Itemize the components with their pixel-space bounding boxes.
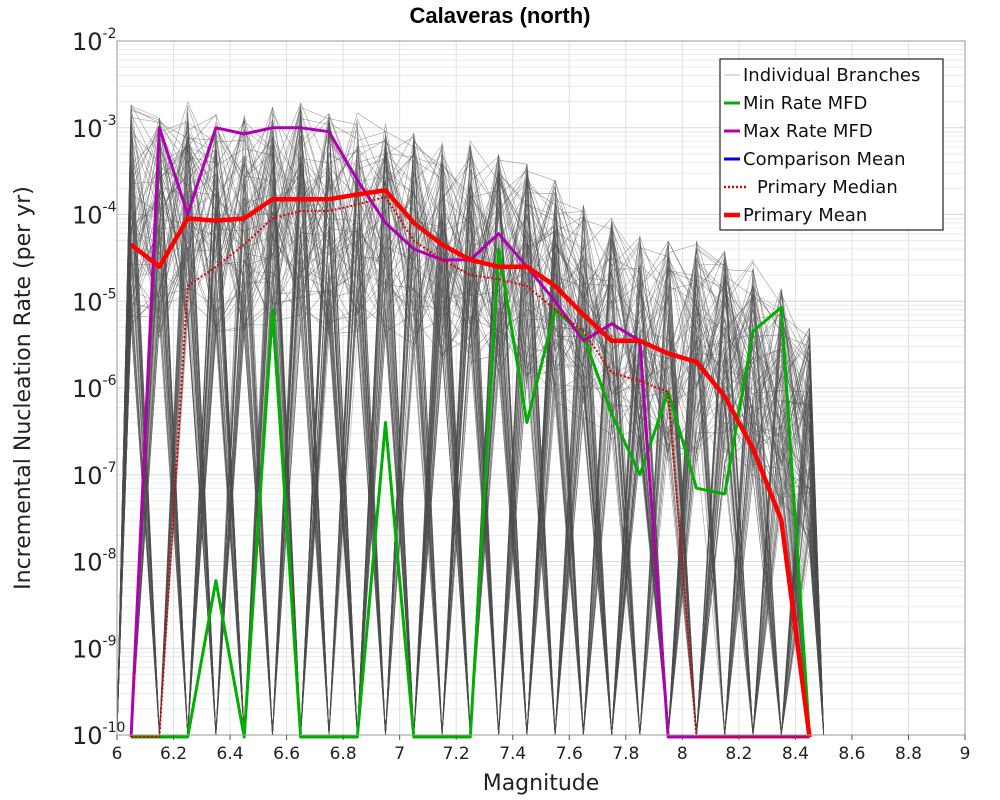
y-tick-label: 10-2 xyxy=(72,26,117,56)
legend-label: Max Rate MFD xyxy=(743,121,873,142)
x-axis-label: Magnitude xyxy=(483,771,600,796)
y-tick-label: 10-8 xyxy=(72,547,117,577)
branch-line xyxy=(117,121,824,736)
series-line-primary-median xyxy=(131,195,810,738)
y-axis-label: Incremental Nucleation Rate (per yr) xyxy=(11,186,36,590)
series-line-min-rate-mfd xyxy=(131,247,811,739)
x-tick-label: 9 xyxy=(960,744,971,764)
y-tick-label: 10-5 xyxy=(72,286,117,316)
x-axis-ticks: 6 6.2 6.4 6.6 6.8 7 7.2 7.4 7.6 7.8 8 8.2 8.4 8.6 8.8 9 xyxy=(112,735,971,764)
x-tick-label: 6.6 xyxy=(273,744,300,764)
y-tick-label: 10-6 xyxy=(72,373,117,403)
branch-line xyxy=(116,118,824,736)
y-tick-label: 10-7 xyxy=(72,460,117,490)
x-tick-label: 7.6 xyxy=(556,744,583,764)
x-tick-label: 8.2 xyxy=(725,744,752,764)
branch-line xyxy=(116,115,824,736)
series-line-primary-mean xyxy=(129,188,812,738)
branch-line xyxy=(116,163,824,736)
x-tick-label: 8 xyxy=(677,744,688,764)
branch-line xyxy=(116,106,824,736)
y-axis-ticks: 10-10 10-9 10-8 10-7 10-6 10-5 10-4 10-3 10-2 xyxy=(72,26,125,750)
plot-frame xyxy=(116,40,966,736)
branch-line xyxy=(117,113,824,736)
x-tick-label: 7.4 xyxy=(499,744,526,764)
branch-line xyxy=(116,109,824,736)
legend-label: Min Rate MFD xyxy=(743,93,867,114)
branch-line xyxy=(116,163,824,736)
x-tick-label: 7 xyxy=(394,744,405,764)
legend-box xyxy=(719,58,944,231)
chart-title: Calaveras (north) xyxy=(410,3,591,28)
x-tick-label: 8.4 xyxy=(782,744,809,764)
legend: Individual Branches Min Rate MFD Max Rate … xyxy=(719,58,944,231)
branch-line xyxy=(117,118,824,736)
branch-line xyxy=(117,123,824,736)
branch-line xyxy=(117,132,824,736)
y-tick-label: 10-10 xyxy=(72,720,125,750)
y-tick-label: 10-3 xyxy=(72,113,117,143)
branch-line xyxy=(116,131,824,736)
x-tick-label: 8.8 xyxy=(895,744,922,764)
x-tick-label: 8.6 xyxy=(838,744,865,764)
grid xyxy=(116,40,966,736)
legend-label: Primary Mean xyxy=(743,205,867,226)
branch-line xyxy=(116,137,824,736)
x-tick-label: 6.4 xyxy=(217,744,244,764)
legend-label: Comparison Mean xyxy=(743,149,906,170)
legend-label: Individual Branches xyxy=(743,65,920,86)
x-tick-label: 7.2 xyxy=(443,744,470,764)
legend-label: Primary Median xyxy=(757,177,898,198)
x-tick-label: 7.8 xyxy=(612,744,639,764)
branch-line xyxy=(116,140,824,736)
series-lines xyxy=(129,126,812,739)
branch-line xyxy=(117,222,824,736)
x-tick-label: 6.2 xyxy=(160,744,187,764)
x-tick-label: 6 xyxy=(112,744,123,764)
branch-line xyxy=(116,145,824,736)
y-tick-label: 10-9 xyxy=(72,633,117,663)
y-tick-label: 10-4 xyxy=(72,200,117,230)
x-tick-label: 6.8 xyxy=(330,744,357,764)
branch-line xyxy=(116,105,824,736)
